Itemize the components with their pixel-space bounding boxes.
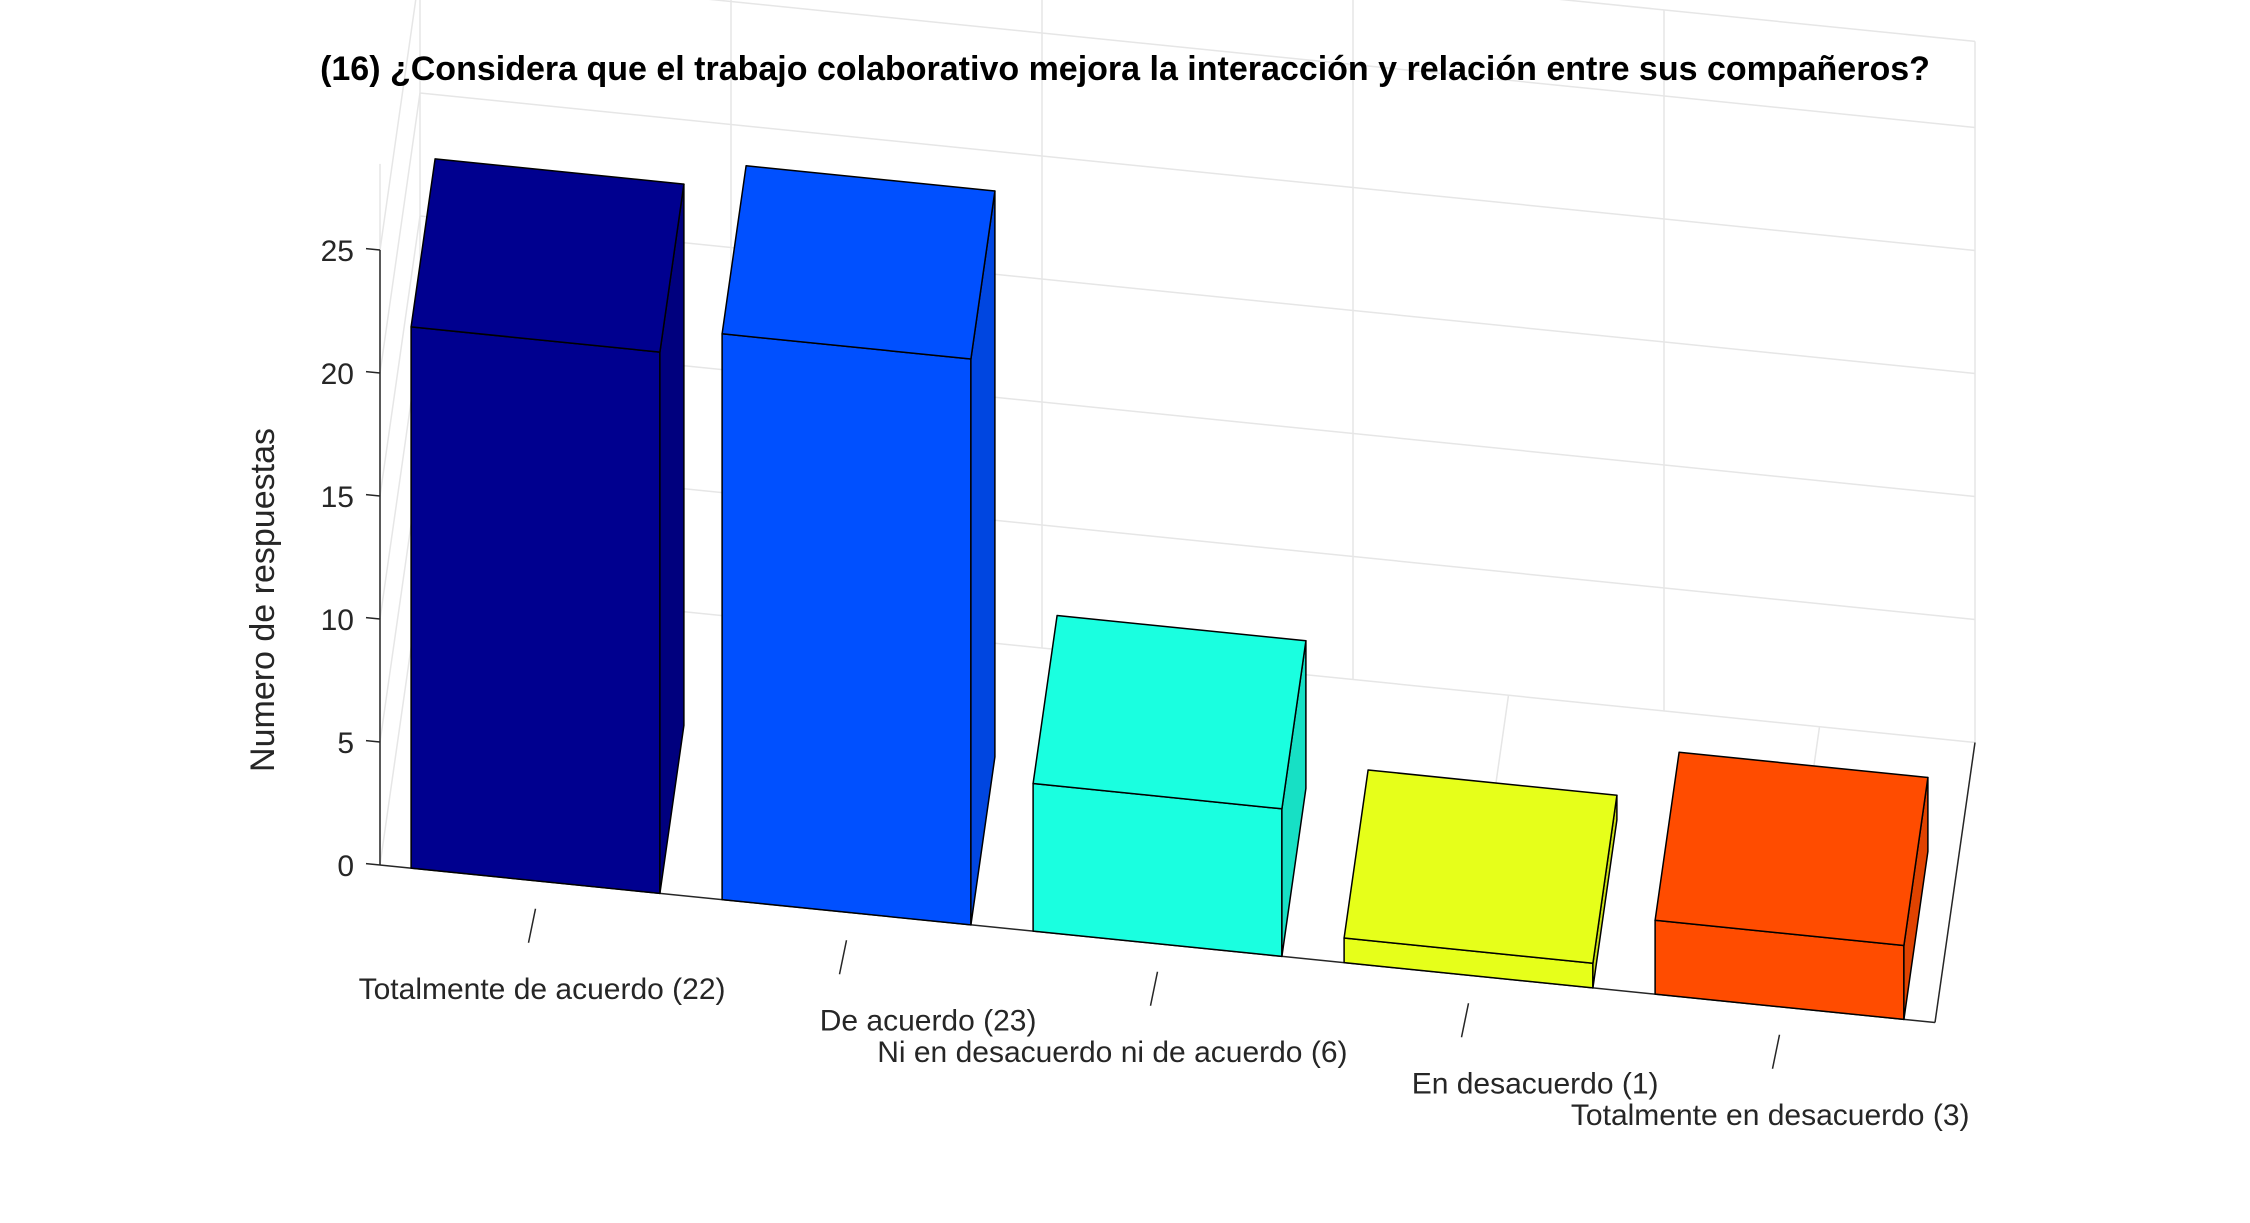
y-tick-label: 0 — [337, 850, 354, 883]
bar-3 — [1343, 769, 1618, 989]
x-tick-label: De acuerdo (23) — [820, 1004, 1037, 1037]
bar-1 — [721, 165, 996, 926]
y-tick-25 — [365, 247, 381, 251]
x-tick-1 — [838, 940, 848, 975]
x-tick-2 — [1149, 971, 1159, 1006]
y-tick-15 — [365, 493, 381, 497]
bar-front-face — [721, 333, 972, 926]
y-tick-label: 10 — [321, 604, 354, 637]
wall-top-edge — [1558, 0, 1976, 43]
bar-top-face — [1654, 751, 1929, 947]
y-tick-label: 25 — [321, 235, 354, 268]
y-tick-label: 15 — [321, 481, 354, 514]
chart-title: (16) ¿Considera que el trabajo colaborat… — [320, 50, 1930, 88]
bar-front-face — [410, 326, 661, 895]
bar-4 — [1654, 751, 1929, 1021]
bars — [410, 158, 1929, 1021]
depth-axis-line — [1934, 742, 1976, 1023]
x-tick-3 — [1460, 1003, 1470, 1038]
side-gridline-25 — [379, 0, 417, 251]
x-tick-label: Totalmente en desacuerdo (3) — [1571, 1099, 1970, 1132]
bar-top-face — [1032, 614, 1307, 810]
grid-lines — [379, 0, 1976, 1007]
bar-top-face — [410, 158, 685, 353]
x-tick-label: En desacuerdo (1) — [1412, 1067, 1659, 1100]
side-gridline-20 — [379, 92, 421, 374]
x-tick-label: Ni en desacuerdo ni de acuerdo (6) — [877, 1036, 1347, 1069]
y-tick-10 — [365, 616, 381, 620]
x-tick-label: Totalmente de acuerdo (22) — [359, 973, 726, 1006]
tick-labels: 0 5 10 15 20 25 Totalmente de acuerdo (22) De a… — [321, 235, 1970, 1132]
y-tick-20 — [365, 370, 381, 374]
bar-top-face — [1343, 769, 1618, 965]
x-tick-4 — [1771, 1034, 1781, 1069]
bar-2 — [1032, 614, 1307, 958]
y-tick-5 — [365, 739, 381, 743]
y-axis-label: Numero de respuestas — [244, 428, 282, 772]
y-tick-0 — [365, 862, 381, 866]
x-tick-0 — [527, 908, 537, 943]
bar-0 — [410, 158, 685, 895]
side-gridline-15 — [379, 215, 421, 497]
bar-front-face — [1032, 782, 1283, 958]
wall-gridline-25 — [708, 0, 1976, 129]
y-tick-label: 5 — [337, 727, 354, 760]
bar-top-face — [721, 165, 996, 360]
wall-gridline-20 — [419, 92, 1976, 252]
y-tick-label: 20 — [321, 358, 354, 391]
